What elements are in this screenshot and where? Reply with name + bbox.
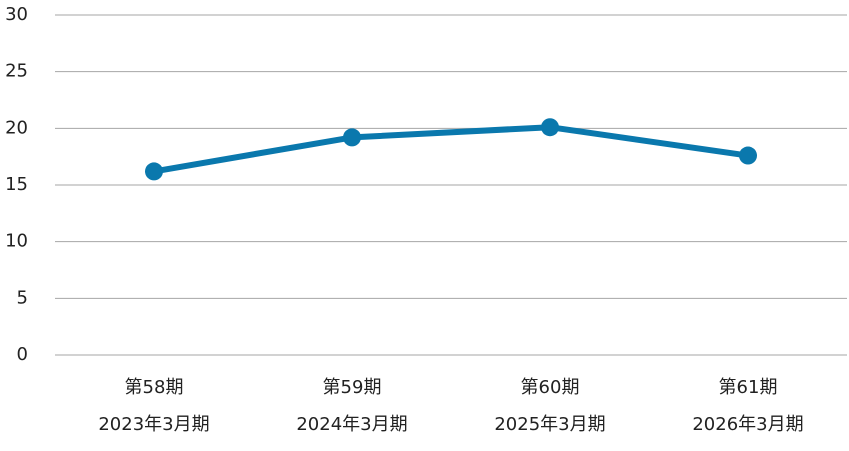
y-tick-label: 15 xyxy=(5,174,28,195)
data-point xyxy=(145,162,163,181)
data-line xyxy=(153,124,749,175)
x-tick-label: 2024年3月期 xyxy=(296,414,407,435)
y-tick-label: 20 xyxy=(5,117,28,138)
y-tick-label: 25 xyxy=(5,61,28,82)
x-tick-label: 2025年3月期 xyxy=(494,414,605,435)
x-tick-label: 第59期 xyxy=(323,377,382,398)
x-tick-label: 2023年3月期 xyxy=(98,414,209,435)
x-tick-label: 2026年3月期 xyxy=(692,414,803,435)
y-tick-label: 30 xyxy=(5,4,28,25)
x-tick-label: 第60期 xyxy=(521,377,580,398)
data-point xyxy=(541,118,559,137)
y-tick-label: 5 xyxy=(17,287,28,308)
x-tick-label: 第58期 xyxy=(125,377,184,398)
x-tick-label: 第61期 xyxy=(719,377,778,398)
data-point xyxy=(739,146,757,165)
y-tick-label: 0 xyxy=(17,344,28,365)
data-point xyxy=(343,128,361,147)
y-tick-label: 10 xyxy=(5,231,28,252)
